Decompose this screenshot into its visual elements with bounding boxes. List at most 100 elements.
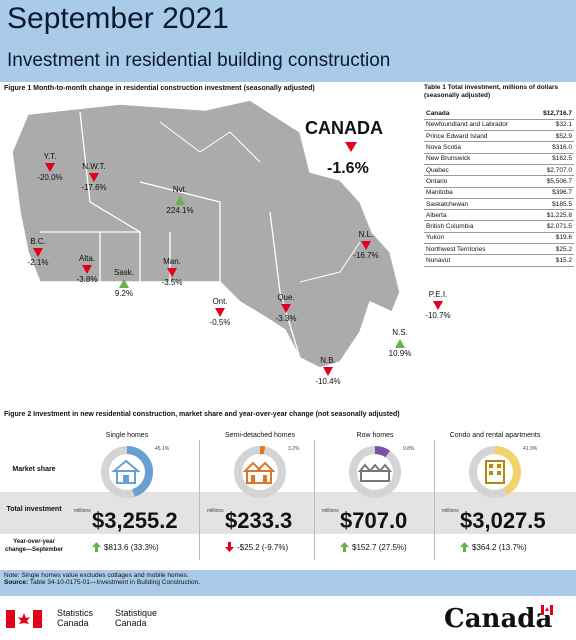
column-divider — [434, 440, 435, 560]
table1-value: $15.2 — [532, 254, 574, 267]
market-share-value: 3.2% — [288, 446, 300, 452]
canada-value: -1.6% — [327, 160, 369, 177]
market-share-donut — [234, 446, 286, 498]
map-label-ont: Ont. -0.5% — [198, 297, 242, 328]
map-label-value: -0.5% — [209, 318, 231, 327]
down-arrow-icon — [361, 241, 371, 250]
map-label-name: N.L. — [358, 230, 374, 239]
source-text: Table 34-10-0175-01—Investment in Buildi… — [29, 579, 201, 586]
note-text: Note: Single homes value excludes cottag… — [4, 572, 189, 579]
down-arrow-icon — [33, 248, 43, 257]
up-arrow-icon — [119, 279, 129, 288]
map-label-name: Y.T. — [43, 152, 57, 161]
wordmark-flag-icon — [541, 605, 553, 615]
column-divider — [199, 440, 200, 560]
table1-value: $396.7 — [532, 187, 574, 199]
market-share-donut — [469, 446, 521, 498]
semi-detached-icon — [242, 461, 276, 484]
map-label-value: 224.1% — [166, 206, 194, 215]
table1-row: Newfoundland and Labrador $32.1 — [424, 119, 574, 132]
donut-share-arc — [349, 446, 401, 498]
up-arrow-icon — [460, 542, 469, 552]
total-investment-band — [0, 492, 576, 534]
map-label-alta: Alta. -3.8% — [65, 254, 109, 285]
canada-down-arrow-icon — [345, 142, 357, 152]
canada-flag-icon — [6, 610, 42, 628]
total-investment-value: $707.0 — [340, 508, 408, 533]
total-investment-value: $233.3 — [225, 508, 293, 533]
down-arrow-icon — [89, 173, 99, 182]
map-label-name: Man. — [163, 257, 181, 266]
map-label-nb: N.B. -10.4% — [306, 356, 350, 387]
table1-region: Yukon — [424, 232, 533, 245]
up-arrow-icon — [92, 542, 101, 552]
table1-region: British Columbia — [424, 220, 533, 233]
map-label-name: Sask. — [113, 268, 134, 277]
map-label-name: Nvt. — [172, 185, 188, 194]
down-arrow-icon — [323, 367, 333, 376]
map-label-value: -16.7% — [353, 251, 379, 260]
down-arrow-icon — [167, 268, 177, 277]
map-label-nwt: N.W.T. -17.6% — [72, 162, 116, 193]
row-homes-icon — [357, 463, 393, 482]
up-arrow-icon — [395, 339, 405, 348]
down-arrow-icon — [215, 308, 225, 317]
table1-row: Nunavut $15.2 — [424, 254, 574, 267]
table1-row: Prince Edward Island $52.9 — [424, 130, 574, 143]
table1-value: $2,071.5 — [532, 220, 574, 233]
down-arrow-icon — [225, 542, 234, 552]
map-label-yt: Y.T. -20.0% — [28, 152, 72, 183]
map-label-value: -3.8% — [76, 275, 98, 284]
table1-row: Ontario $5,506.7 — [424, 175, 574, 188]
down-arrow-icon — [281, 304, 291, 313]
map-label-sask: Sask. 9.2% — [102, 268, 146, 299]
table1-row: Northwest Territories $25.2 — [424, 243, 574, 256]
source-label: Source: — [4, 579, 29, 586]
map-label-value: -10.4% — [315, 377, 341, 386]
down-arrow-icon — [45, 163, 55, 172]
map-label-name: P.E.I. — [428, 290, 448, 299]
market-share-value: 9.8% — [403, 446, 415, 452]
table1-row: Saskatchewan $185.5 — [424, 198, 574, 211]
map-label-value: 9.2% — [114, 289, 134, 298]
table1-row: British Columbia $2,071.5 — [424, 220, 574, 233]
canada-label: CANADA — [305, 118, 383, 138]
map-label-nl: N.L. -16.7% — [344, 230, 388, 261]
table1-region: Nova Scotia — [424, 141, 533, 154]
total-investment-value: $3,027.5 — [460, 508, 546, 533]
table1-value: $12,716.7 — [532, 108, 574, 120]
table1-region: Canada — [424, 108, 533, 120]
map-label-name: B.C. — [30, 237, 46, 246]
page-subtitle: Investment in residential building const… — [7, 50, 391, 71]
table1-region: Quebec — [424, 164, 533, 177]
yoy-change-value: -$25.2 (-9.7%) — [237, 543, 289, 552]
table1-region: Prince Edward Island — [424, 130, 533, 143]
map-label-man: Man. -3.5% — [150, 257, 194, 288]
column-label: Semi-detached homes — [224, 432, 296, 439]
table1-region: Ontario — [424, 175, 533, 188]
map-label-nvt: Nvt. 224.1% — [158, 185, 202, 216]
table1-region: Alberta — [424, 209, 533, 222]
map-label-value: -3.5% — [161, 278, 183, 287]
column-label: Condo and rental apartments — [449, 432, 541, 439]
table1-region: Nunavut — [424, 254, 533, 267]
table1-value: $25.2 — [532, 243, 574, 256]
map-label-value: -10.7% — [425, 311, 451, 320]
table1-region: Northwest Territories — [424, 243, 533, 256]
column-divider — [314, 440, 315, 560]
map-label-value: -3.3% — [275, 314, 297, 323]
table1-row: Alberta $1,225.8 — [424, 209, 574, 222]
table1-caption: Table 1 Total investment, millions of do… — [424, 84, 559, 99]
table1-value: $185.5 — [532, 198, 574, 211]
map-label-pei: P.E.I. -10.7% — [416, 290, 460, 321]
house-icon — [111, 459, 141, 484]
map-label-value: -20.0% — [37, 173, 63, 182]
canada-map — [11, 99, 401, 369]
map-label-name: N.S. — [392, 328, 408, 337]
table1-row: Quebec $2,707.0 — [424, 164, 574, 177]
table1-value: $5,506.7 — [532, 175, 574, 188]
table1-value: $52.9 — [532, 130, 574, 143]
up-arrow-icon — [340, 542, 349, 552]
statcan-fr: Statistique Canada — [115, 608, 158, 628]
market-share-donut — [101, 446, 153, 498]
